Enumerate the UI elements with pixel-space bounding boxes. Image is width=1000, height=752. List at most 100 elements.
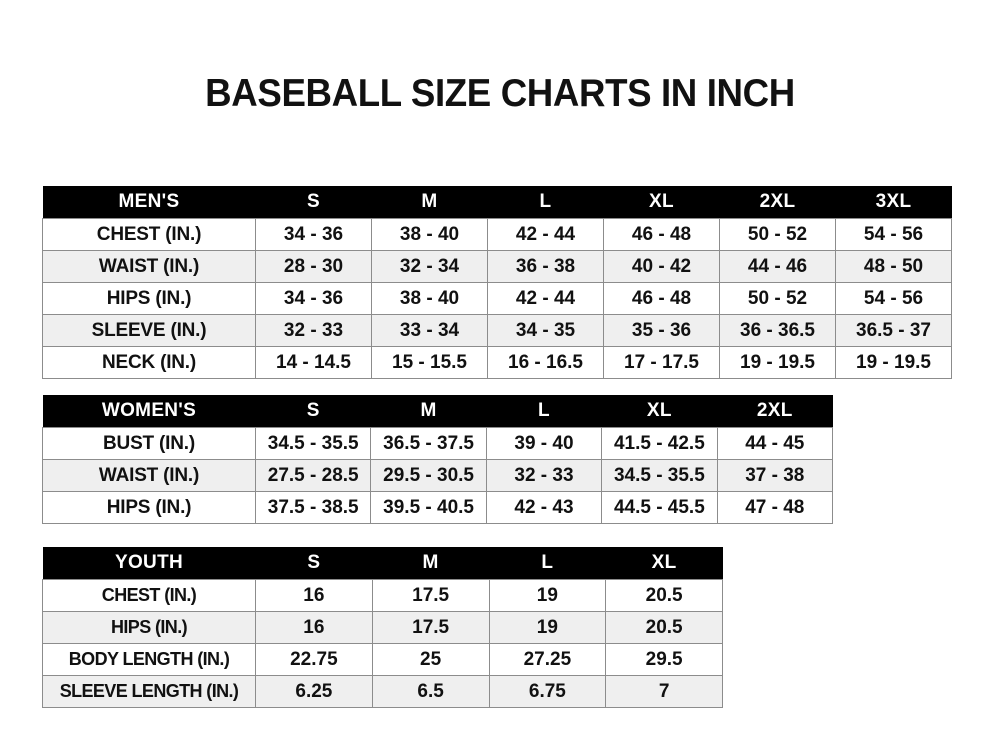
measurement-cell: 16 — [255, 611, 373, 644]
mens-header-size-s: S — [255, 186, 372, 219]
mens-header-size-xl: XL — [603, 186, 720, 219]
womens-size-table: WOMEN'S S M L XL 2XL BUST (IN.) 34.5 - 35.5 36.… — [42, 395, 834, 524]
measurement-cell: 17 - 17.5 — [603, 346, 720, 379]
table-row: SLEEVE (IN.) 32 - 33 33 - 34 34 - 35 35 - 36… — [42, 314, 952, 347]
measurement-cell: 42 - 43 — [485, 491, 603, 524]
youth-header-size-m: M — [372, 547, 489, 580]
measurement-cell: 7 — [605, 675, 723, 708]
youth-table-body: CHEST (IN.) 16 17.5 19 20.5 HIPS (IN.) 16 17.5 1… — [42, 579, 723, 708]
youth-size-table: YOUTH S M L XL CHEST (IN.) 16 17.5 19 20.5 HIPS (… — [42, 547, 723, 708]
measurement-cell: 54 - 56 — [835, 282, 952, 315]
measurement-cell: 32 - 34 — [371, 250, 488, 283]
womens-header-size-s: S — [255, 395, 371, 428]
measurement-cell: 20.5 — [605, 611, 723, 644]
measurement-cell: 19 — [488, 579, 607, 612]
measurement-cell: 19 — [488, 611, 607, 644]
measurement-cell: 16 — [255, 579, 373, 612]
table-row: BODY LENGTH (IN.) 22.75 25 27.25 29.5 — [42, 643, 723, 676]
mens-row-label: WAIST (IN.) — [42, 250, 256, 283]
measurement-cell: 36 - 36.5 — [719, 314, 836, 347]
measurement-cell: 33 - 34 — [371, 314, 488, 347]
measurement-cell: 34 - 36 — [255, 282, 372, 315]
measurement-cell: 14 - 14.5 — [255, 346, 372, 379]
mens-header-size-m: M — [371, 186, 488, 219]
mens-table-body: CHEST (IN.) 34 - 36 38 - 40 42 - 44 46 - 48 5… — [42, 218, 952, 379]
measurement-cell: 35 - 36 — [603, 314, 720, 347]
mens-header-size-2xl: 2XL — [719, 186, 836, 219]
womens-row-label: BUST (IN.) — [42, 427, 256, 460]
mens-header-size-l: L — [487, 186, 604, 219]
measurement-cell: 39 - 40 — [485, 427, 603, 460]
measurement-cell: 17.5 — [371, 611, 490, 644]
measurement-cell: 32 - 33 — [485, 459, 603, 492]
measurement-cell: 27.25 — [488, 643, 607, 676]
measurement-cell: 29.5 — [605, 643, 723, 676]
measurement-cell: 17.5 — [371, 579, 490, 612]
womens-table-body: BUST (IN.) 34.5 - 35.5 36.5 - 37.5 39 - 40 4… — [42, 427, 834, 524]
youth-header-row: YOUTH S M L XL — [42, 547, 723, 580]
measurement-cell: 6.75 — [488, 675, 607, 708]
table-row: HIPS (IN.) 34 - 36 38 - 40 42 - 44 46 - 48 50… — [42, 282, 952, 315]
youth-table-head: YOUTH S M L XL — [42, 547, 723, 580]
table-row: CHEST (IN.) 34 - 36 38 - 40 42 - 44 46 - 48 5… — [42, 218, 952, 251]
youth-row-label: BODY LENGTH (IN.) — [42, 643, 256, 676]
youth-row-label: HIPS (IN.) — [42, 611, 256, 644]
measurement-cell: 50 - 52 — [719, 282, 836, 315]
measurement-cell: 46 - 48 — [603, 218, 720, 251]
table-row: WAIST (IN.) 28 - 30 32 - 34 36 - 38 40 - 42 4… — [42, 250, 952, 283]
measurement-cell: 36.5 - 37 — [835, 314, 952, 347]
measurement-cell: 19 - 19.5 — [719, 346, 836, 379]
measurement-cell: 16 - 16.5 — [487, 346, 604, 379]
measurement-cell: 15 - 15.5 — [371, 346, 488, 379]
mens-row-label: CHEST (IN.) — [42, 218, 256, 251]
table-row: HIPS (IN.) 37.5 - 38.5 39.5 - 40.5 42 - 43 4… — [42, 491, 834, 524]
measurement-cell: 34 - 35 — [487, 314, 604, 347]
table-row: BUST (IN.) 34.5 - 35.5 36.5 - 37.5 39 - 40 4… — [42, 427, 834, 460]
measurement-cell: 6.5 — [371, 675, 490, 708]
measurement-cell: 22.75 — [255, 643, 373, 676]
measurement-cell: 27.5 - 28.5 — [254, 459, 372, 492]
womens-header-row: WOMEN'S S M L XL 2XL — [42, 395, 833, 428]
womens-header-size-2xl: 2XL — [717, 395, 833, 428]
table-row: CHEST (IN.) 16 17.5 19 20.5 — [42, 579, 723, 612]
womens-header-category: WOMEN'S — [42, 395, 256, 428]
measurement-cell: 44 - 45 — [716, 427, 834, 460]
womens-row-label: HIPS (IN.) — [42, 491, 256, 524]
table-row: NECK (IN.) 14 - 14.5 15 - 15.5 16 - 16.5 17 … — [42, 346, 952, 379]
page-title: BASEBALL SIZE CHARTS IN INCH — [205, 72, 795, 115]
womens-row-label: WAIST (IN.) — [42, 459, 256, 492]
measurement-cell: 36.5 - 37.5 — [370, 427, 487, 460]
womens-table-head: WOMEN'S S M L XL 2XL — [42, 395, 833, 428]
mens-header-category: MEN'S — [42, 186, 256, 219]
womens-header-size-xl: XL — [601, 395, 718, 428]
mens-header-size-3xl: 3XL — [835, 186, 952, 219]
measurement-cell: 44 - 46 — [719, 250, 836, 283]
table-row: SLEEVE LENGTH (IN.) 6.25 6.5 6.75 7 — [42, 675, 723, 708]
measurement-cell: 29.5 - 30.5 — [370, 459, 487, 492]
measurement-cell: 41.5 - 42.5 — [601, 427, 718, 460]
table-row: WAIST (IN.) 27.5 - 28.5 29.5 - 30.5 32 - 33… — [42, 459, 834, 492]
mens-header-row: MEN'S S M L XL 2XL 3XL — [42, 186, 952, 219]
youth-row-label: CHEST (IN.) — [42, 579, 256, 612]
measurement-cell: 34.5 - 35.5 — [254, 427, 372, 460]
measurement-cell: 48 - 50 — [835, 250, 952, 283]
youth-row-label: SLEEVE LENGTH (IN.) — [42, 675, 256, 708]
measurement-cell: 47 - 48 — [716, 491, 834, 524]
womens-header-size-m: M — [370, 395, 487, 428]
measurement-cell: 37 - 38 — [716, 459, 834, 492]
measurement-cell: 44.5 - 45.5 — [601, 491, 718, 524]
measurement-cell: 19 - 19.5 — [835, 346, 952, 379]
measurement-cell: 34.5 - 35.5 — [601, 459, 718, 492]
measurement-cell: 20.5 — [605, 579, 723, 612]
measurement-cell: 37.5 - 38.5 — [254, 491, 372, 524]
measurement-cell: 40 - 42 — [603, 250, 720, 283]
measurement-cell: 42 - 44 — [487, 282, 604, 315]
youth-header-size-xl: XL — [605, 547, 723, 580]
mens-row-label: NECK (IN.) — [42, 346, 256, 379]
youth-header-category: YOUTH — [42, 547, 256, 580]
measurement-cell: 39.5 - 40.5 — [370, 491, 487, 524]
measurement-cell: 38 - 40 — [371, 218, 488, 251]
youth-header-size-l: L — [489, 547, 606, 580]
measurement-cell: 46 - 48 — [603, 282, 720, 315]
measurement-cell: 42 - 44 — [487, 218, 604, 251]
